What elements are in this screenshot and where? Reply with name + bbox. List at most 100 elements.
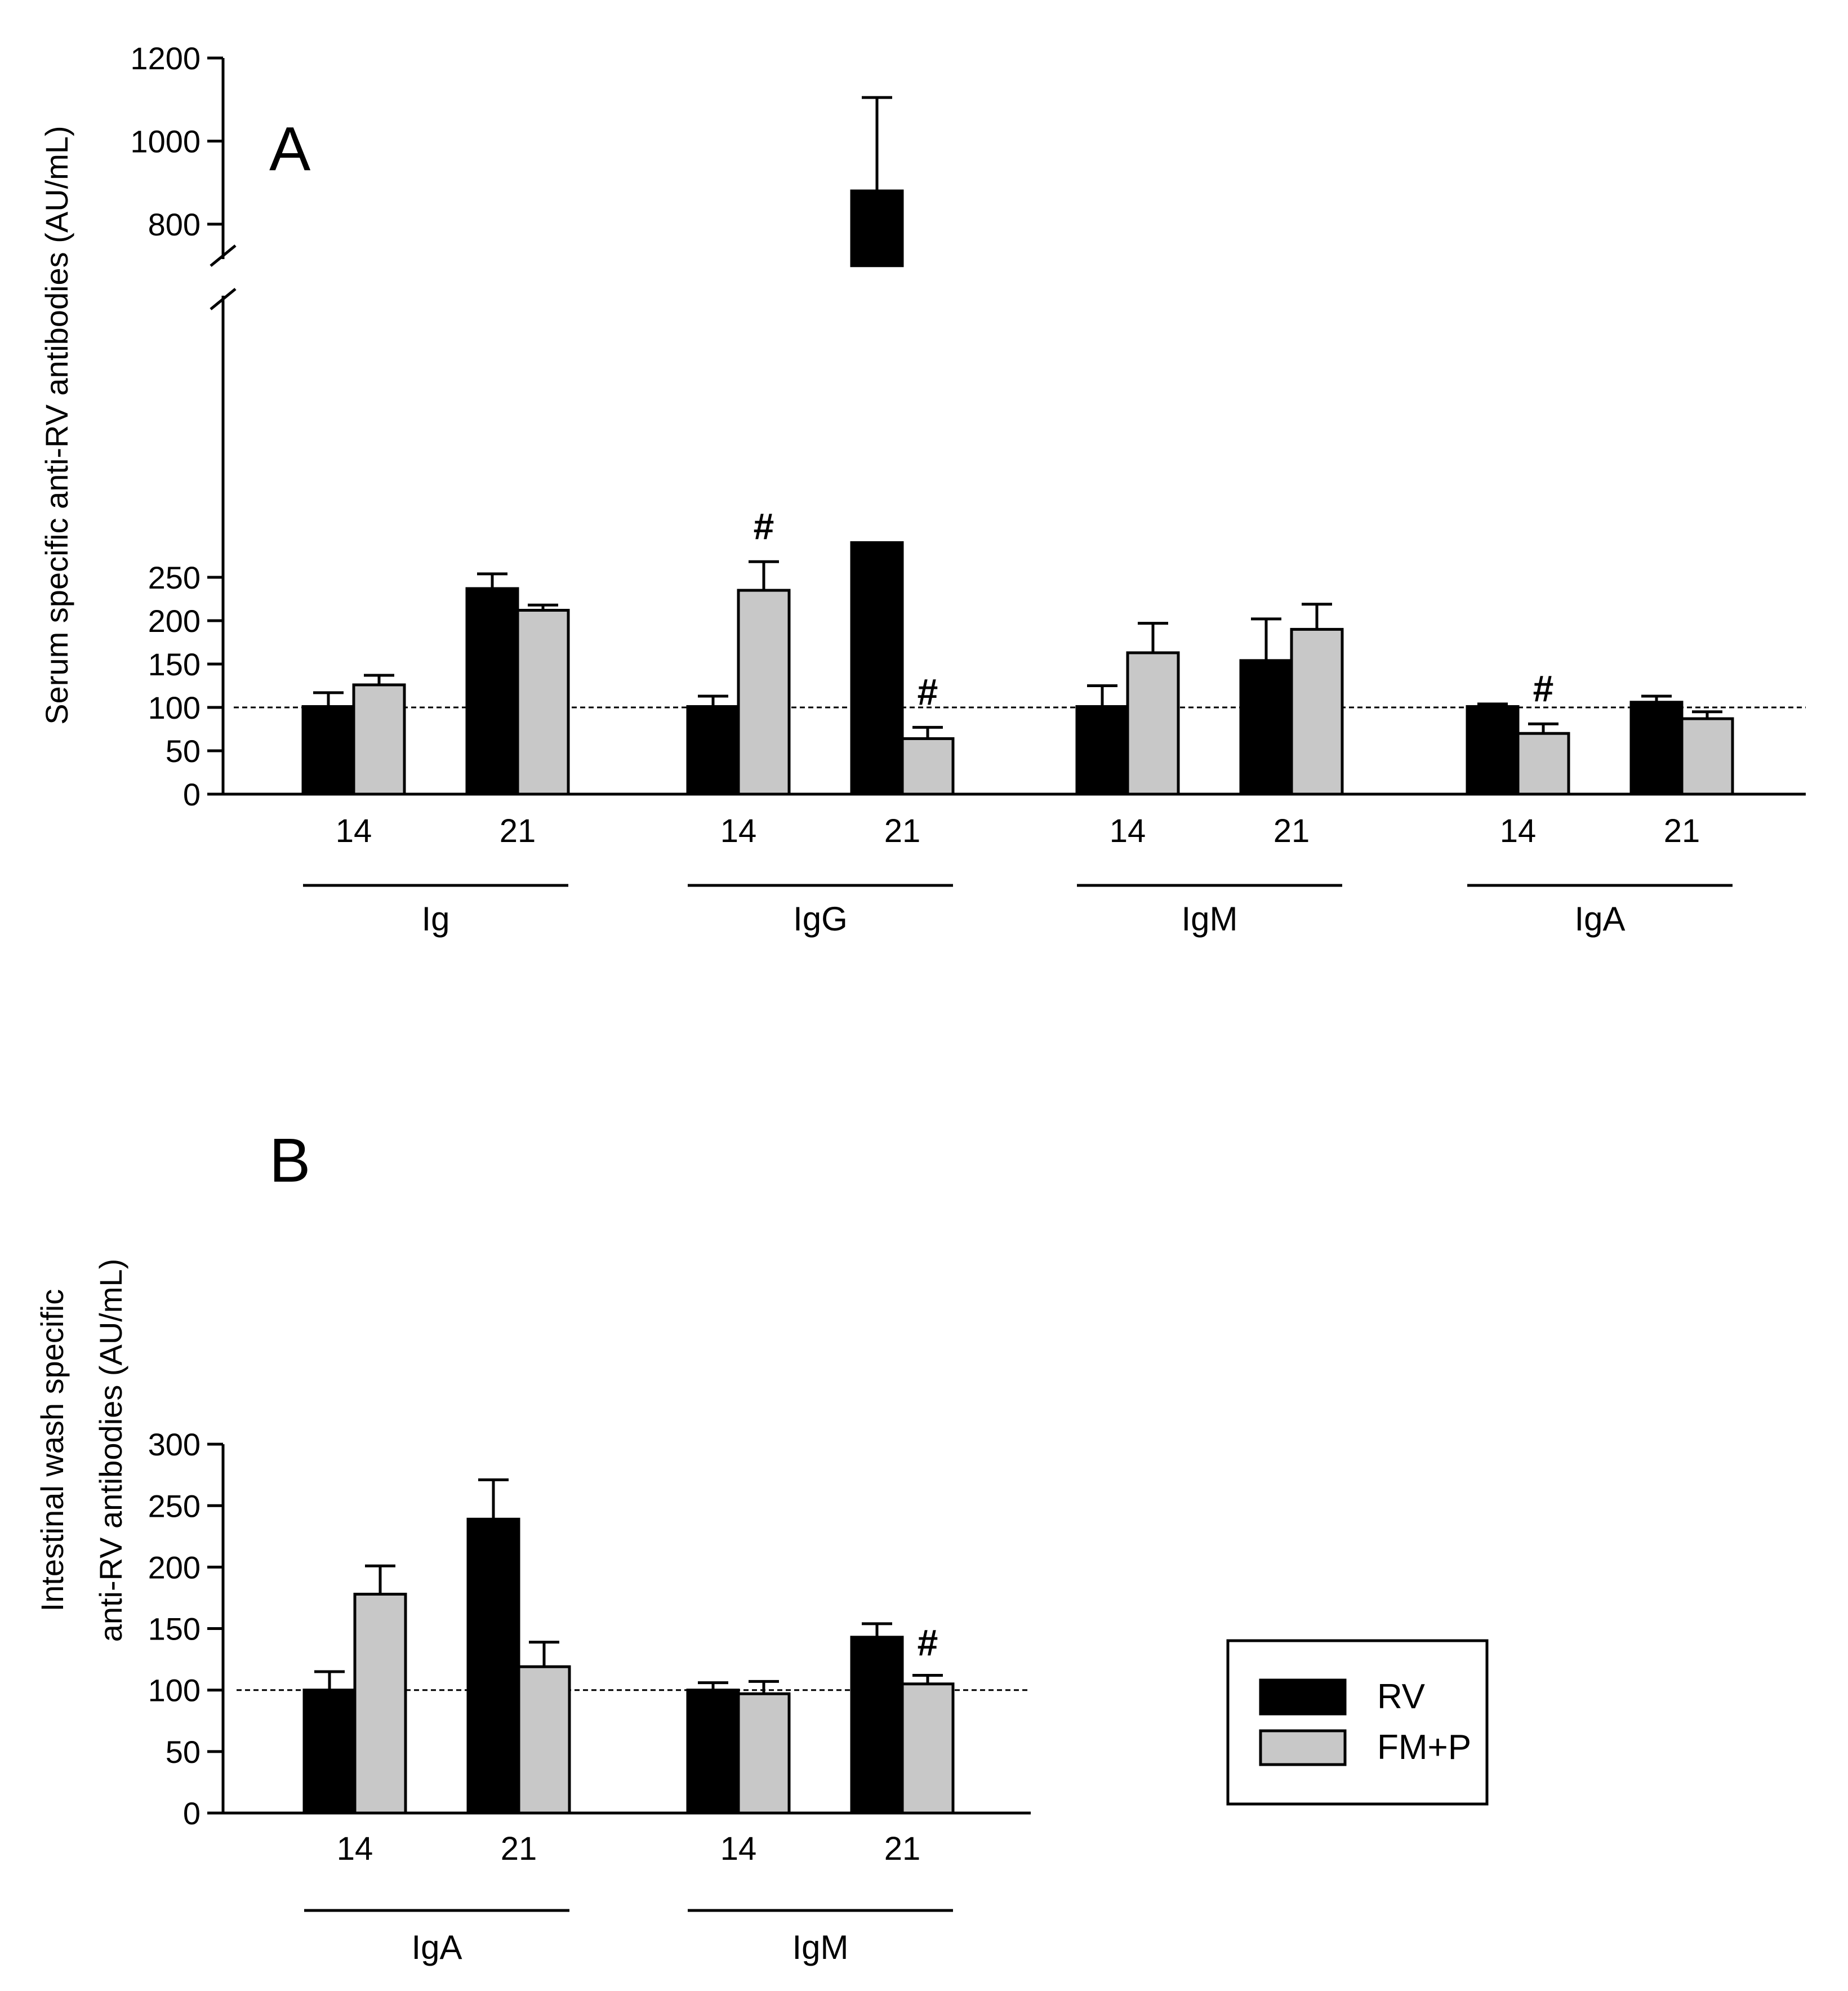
panel-a-error-bar-rv <box>698 694 728 707</box>
panel-a-bar-rv <box>686 705 740 796</box>
panel-a-y-tick-label: 0 <box>183 777 201 812</box>
panel-b-y-axis-title-line-2: anti-RV antibodies (AU/mL) <box>93 1259 128 1642</box>
legend-swatch-rv <box>1259 1678 1347 1716</box>
panel-b-y-tick-label: 0 <box>183 1796 201 1831</box>
panel-a-significance-mark: # <box>754 505 774 547</box>
panel-a-y-tick-label: 150 <box>148 647 201 682</box>
panel-a-significance-mark: # <box>1533 667 1554 709</box>
panel-a-y-tick-label: 1000 <box>130 124 201 159</box>
panel-a-y-tick-label: 800 <box>148 207 201 242</box>
panel-a-group-label: IgM <box>1181 900 1237 938</box>
panel-a-day-label: 21 <box>500 813 536 849</box>
panel-a-day-label: 14 <box>720 813 757 849</box>
panel-a-day-label: 14 <box>1500 813 1537 849</box>
panel-a-chart: A Serum specific anti-RV antibodies (AU/… <box>39 41 1806 938</box>
panel-b-y-axis-title-line-1: Intestinal wash specific <box>34 1289 70 1612</box>
panel-b-bar-rv <box>466 1517 520 1815</box>
panel-a-bar-fmp <box>352 683 406 796</box>
panel-b-group-label: IgA <box>411 1928 462 1966</box>
panel-a-error-bar-rv <box>1641 694 1672 702</box>
panel-b-day-label: 14 <box>720 1830 757 1867</box>
panel-a-bar-rv <box>1239 659 1293 796</box>
panel-a-group-label: Ig <box>421 900 449 938</box>
legend-label-rv: RV <box>1377 1677 1426 1716</box>
panel-b-bar-fmp <box>517 1665 571 1815</box>
panel-b-error-bar-fmp <box>365 1564 395 1594</box>
panel-a-error-bar-fmp <box>749 560 779 591</box>
panel-a-y-tick-label: 200 <box>148 603 201 639</box>
panel-b-error-bar-rv <box>478 1478 509 1520</box>
panel-b-y-tick-label: 200 <box>148 1549 201 1585</box>
panel-a-y-axis-title: Serum specific anti-RV antibodies (AU/mL… <box>39 126 74 724</box>
panel-b-y-tick-label: 100 <box>148 1673 201 1708</box>
panel-a-bar-rv <box>1629 701 1684 796</box>
panel-b-bar-fmp <box>901 1682 955 1815</box>
panel-a-error-bar-fmp <box>912 725 943 739</box>
panel-a-group-label: IgG <box>793 900 848 938</box>
panel-a-bar-rv <box>850 541 904 796</box>
panel-b-y-tick-label: 50 <box>166 1734 201 1770</box>
panel-b-error-bar-fmp <box>529 1641 559 1667</box>
panel-b-bar-fmp <box>353 1592 407 1815</box>
panel-a-y-tick-label: 1200 <box>130 41 201 76</box>
panel-a-bar-fmp <box>1516 732 1570 796</box>
panel-a-error-bar-fmp <box>1302 603 1332 630</box>
panel-b-error-bar-fmp <box>749 1680 779 1694</box>
panel-a-day-label: 14 <box>336 813 372 849</box>
panel-b-bar-rv <box>302 1689 357 1815</box>
panel-a-day-label: 21 <box>1273 813 1310 849</box>
panel-b-day-label: 21 <box>884 1830 921 1867</box>
panel-a-error-bar-rv <box>477 572 507 589</box>
panel-a-bar-fmp <box>516 609 570 796</box>
panel-b-bar-rv <box>850 1636 904 1815</box>
legend: RV FM+P <box>1226 1639 1489 1806</box>
panel-a-error-bar-fmp <box>364 674 394 685</box>
panel-b-chart: B Intestinal wash specific anti-RV antib… <box>34 1126 1031 1966</box>
panel-b-y-tick-label: 150 <box>148 1611 201 1647</box>
legend-box <box>1226 1639 1489 1806</box>
panel-a-y-tick-label: 50 <box>166 733 201 769</box>
legend-swatch-fmp <box>1259 1729 1347 1766</box>
panel-a-axis-break-mark <box>210 244 237 267</box>
panel-a-error-bar-rv <box>1477 702 1508 707</box>
panel-b-error-bar-rv <box>698 1681 728 1690</box>
panel-a-error-bar-rv <box>313 691 344 707</box>
panel-a-error-bar-rv <box>1087 684 1117 707</box>
panel-a-significance-mark: # <box>918 671 938 712</box>
panel-a-error-bar-fmp <box>1692 710 1722 719</box>
panel-a-day-label: 21 <box>884 813 921 849</box>
panel-a-bar-rv <box>1466 705 1520 796</box>
panel-b-y-tick-label: 250 <box>148 1488 201 1524</box>
panel-a-bar-fmp <box>1290 627 1344 796</box>
panel-a-bar-fmp <box>901 737 955 796</box>
panel-a-bar-rv <box>850 189 904 268</box>
panel-a-axis-break-mark <box>210 288 237 310</box>
panel-a-error-bar-rv <box>862 96 892 191</box>
panel-b-error-bar-fmp <box>912 1674 943 1684</box>
panel-b-bar-rv <box>686 1689 740 1815</box>
panel-b-day-label: 21 <box>501 1830 537 1867</box>
panel-a-bar-rv <box>301 705 355 796</box>
panel-a-bar-fmp <box>1126 651 1180 796</box>
panel-b-letter: B <box>269 1126 310 1195</box>
panel-a-bar-fmp <box>737 589 791 796</box>
panel-b-error-bar-rv <box>314 1670 345 1690</box>
panel-a-bar-rv <box>1075 705 1129 796</box>
panel-b-error-bar-rv <box>862 1622 892 1637</box>
panel-a-day-label: 14 <box>1110 813 1146 849</box>
panel-a-y-tick-label: 100 <box>148 690 201 725</box>
panel-b-day-label: 14 <box>337 1830 373 1867</box>
panel-a-day-label: 21 <box>1664 813 1700 849</box>
panel-a-y-tick-label: 250 <box>148 560 201 595</box>
panel-a-error-bar-fmp <box>528 603 558 611</box>
panel-a-bar-fmp <box>1680 717 1734 796</box>
panel-a-error-bar-fmp <box>1138 622 1168 653</box>
panel-b-y-tick-label: 300 <box>148 1427 201 1462</box>
panel-b-bar-fmp <box>737 1692 791 1815</box>
panel-a-error-bar-fmp <box>1528 722 1558 734</box>
panel-b-group-label: IgM <box>792 1928 848 1966</box>
panel-a-error-bar-rv <box>1251 617 1281 661</box>
panel-a-bar-rv <box>465 587 519 796</box>
legend-label-fmp: FM+P <box>1377 1728 1471 1767</box>
